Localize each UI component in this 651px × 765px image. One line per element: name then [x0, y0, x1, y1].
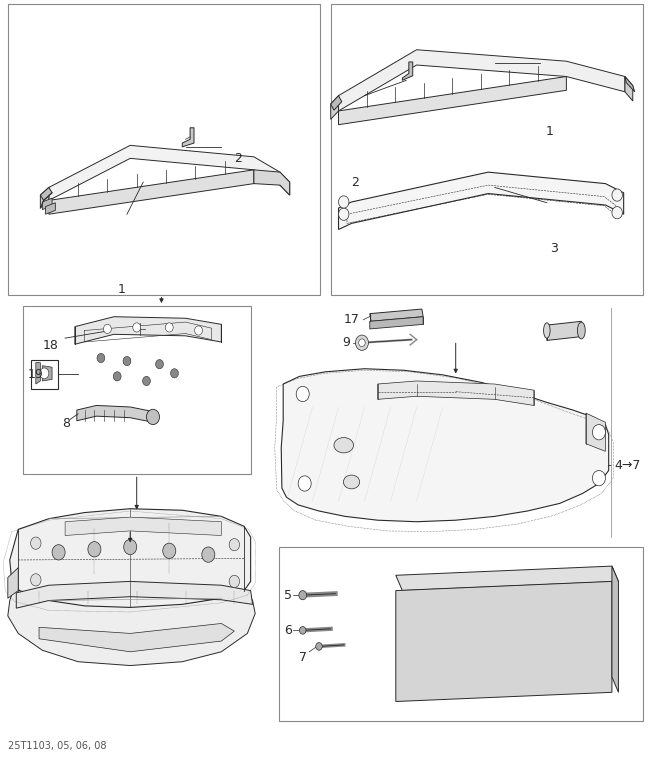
- Circle shape: [359, 339, 365, 347]
- Circle shape: [355, 335, 368, 350]
- Circle shape: [299, 627, 306, 634]
- Polygon shape: [42, 366, 52, 381]
- Polygon shape: [370, 309, 423, 321]
- Polygon shape: [396, 566, 618, 591]
- Circle shape: [171, 369, 178, 378]
- Polygon shape: [40, 187, 49, 208]
- Polygon shape: [331, 96, 342, 110]
- Circle shape: [124, 539, 137, 555]
- Polygon shape: [280, 172, 290, 195]
- Polygon shape: [339, 172, 624, 230]
- Circle shape: [165, 323, 173, 332]
- Circle shape: [133, 323, 141, 332]
- Polygon shape: [378, 381, 534, 405]
- Circle shape: [143, 376, 150, 386]
- Text: 17: 17: [344, 314, 360, 326]
- Text: 5: 5: [284, 589, 292, 601]
- Bar: [279, 547, 643, 721]
- Polygon shape: [39, 623, 234, 652]
- Polygon shape: [36, 363, 40, 384]
- Circle shape: [229, 539, 240, 551]
- Circle shape: [612, 207, 622, 219]
- Polygon shape: [8, 568, 18, 598]
- Text: 9: 9: [342, 337, 350, 349]
- Circle shape: [316, 643, 322, 650]
- Circle shape: [298, 476, 311, 491]
- Polygon shape: [77, 405, 153, 422]
- Polygon shape: [586, 413, 605, 451]
- Ellipse shape: [344, 475, 359, 489]
- Text: 6: 6: [284, 624, 292, 636]
- Polygon shape: [8, 583, 255, 666]
- Polygon shape: [16, 581, 253, 608]
- Polygon shape: [10, 509, 251, 607]
- Polygon shape: [281, 369, 609, 522]
- Polygon shape: [65, 517, 221, 535]
- Circle shape: [40, 368, 49, 379]
- Circle shape: [299, 591, 307, 600]
- Bar: [331, 4, 643, 295]
- Polygon shape: [40, 187, 52, 200]
- Text: 25T1103, 05, 06, 08: 25T1103, 05, 06, 08: [8, 741, 106, 751]
- Polygon shape: [46, 203, 55, 214]
- Circle shape: [229, 575, 240, 588]
- Text: 2: 2: [352, 176, 359, 188]
- Polygon shape: [625, 76, 633, 101]
- Circle shape: [592, 425, 605, 440]
- Text: 7: 7: [299, 652, 307, 664]
- Circle shape: [163, 543, 176, 558]
- Polygon shape: [625, 76, 635, 92]
- Text: 1: 1: [117, 283, 125, 295]
- Polygon shape: [547, 321, 581, 340]
- Polygon shape: [254, 170, 290, 195]
- Polygon shape: [75, 317, 221, 344]
- Circle shape: [31, 574, 41, 586]
- Circle shape: [195, 326, 202, 335]
- Polygon shape: [182, 128, 194, 147]
- Text: 3: 3: [550, 243, 558, 255]
- Polygon shape: [370, 317, 423, 329]
- Circle shape: [97, 353, 105, 363]
- Polygon shape: [49, 170, 254, 214]
- Polygon shape: [339, 76, 566, 125]
- Ellipse shape: [544, 323, 550, 338]
- Circle shape: [202, 547, 215, 562]
- Circle shape: [123, 356, 131, 366]
- Circle shape: [612, 189, 622, 201]
- Text: 4→7: 4→7: [615, 459, 641, 471]
- Text: 2: 2: [234, 152, 242, 164]
- Polygon shape: [612, 566, 618, 692]
- Circle shape: [31, 537, 41, 549]
- Bar: [31, 360, 58, 389]
- Circle shape: [156, 360, 163, 369]
- Text: 19: 19: [27, 369, 43, 381]
- Circle shape: [146, 409, 159, 425]
- Circle shape: [339, 208, 349, 220]
- Bar: [23, 306, 251, 474]
- Circle shape: [52, 545, 65, 560]
- Polygon shape: [42, 198, 52, 210]
- Circle shape: [339, 196, 349, 208]
- Polygon shape: [339, 50, 625, 111]
- Polygon shape: [402, 62, 413, 80]
- Circle shape: [88, 542, 101, 557]
- Ellipse shape: [577, 322, 585, 339]
- Text: 18: 18: [42, 340, 58, 352]
- Circle shape: [104, 324, 111, 334]
- Polygon shape: [396, 581, 612, 702]
- Bar: [8, 4, 320, 295]
- Circle shape: [296, 386, 309, 402]
- Ellipse shape: [334, 438, 353, 453]
- Polygon shape: [49, 145, 280, 200]
- Circle shape: [592, 470, 605, 486]
- Circle shape: [113, 372, 121, 381]
- Text: 1: 1: [546, 125, 553, 138]
- Text: 8: 8: [62, 417, 70, 429]
- Polygon shape: [331, 96, 339, 119]
